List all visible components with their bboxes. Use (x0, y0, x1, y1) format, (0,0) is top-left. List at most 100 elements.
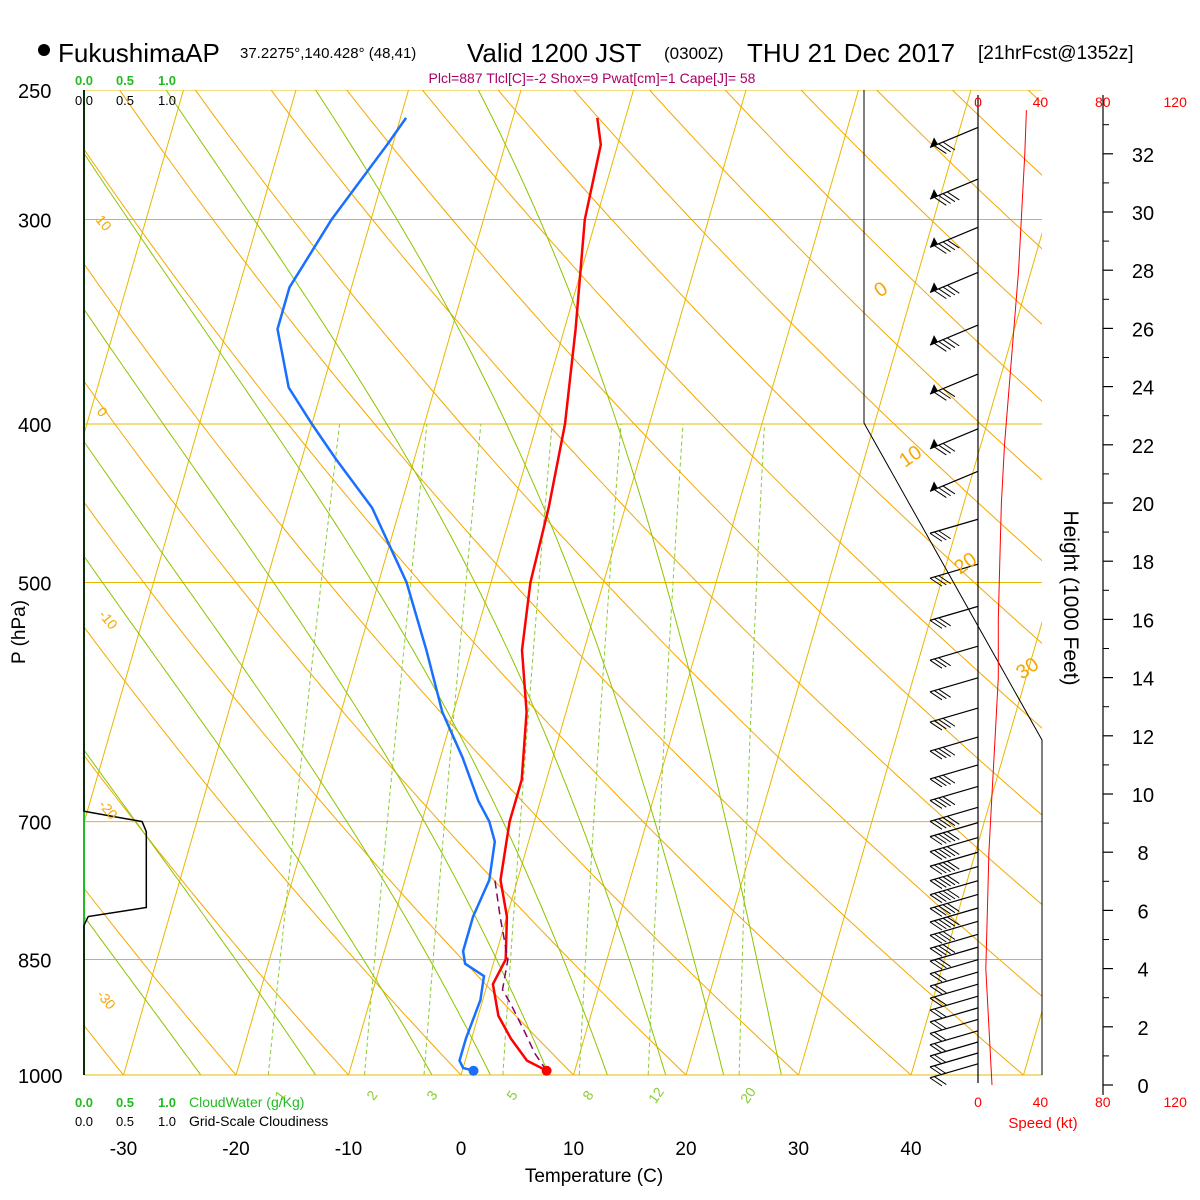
temperature-series-line (491, 117, 603, 1072)
wind-barb-tick (947, 889, 960, 899)
wind-barb-tick (938, 530, 951, 540)
wind-barb-tick (929, 577, 943, 587)
wind-barb-tick (938, 848, 951, 858)
wind-barb-tick (929, 947, 943, 957)
wind-barb-tick (929, 934, 943, 944)
cloudiness-bottom-scale-label: 1.0 (158, 1114, 176, 1129)
wind-barb (929, 645, 979, 669)
mixing-ratio-line (363, 423, 428, 1075)
wind-barb (929, 837, 979, 861)
dry-adiabat-line (84, 626, 462, 1075)
wind-barb-staff (929, 866, 979, 882)
dry-adiabat-line (118, 90, 1025, 1075)
wind-barb-staff (929, 605, 979, 621)
wind-barb-staff (929, 806, 979, 822)
wind-barb-tick (942, 141, 956, 151)
cloudwater-top-scale-label: 1.0 (158, 73, 176, 88)
temperature-tick-label: -30 (110, 1139, 137, 1160)
dry-adiabat-line (573, 90, 1042, 562)
wind-barb-tick (934, 196, 947, 206)
wind-barb-staff (929, 1018, 979, 1035)
speed-axis-title: Speed (kt) (1008, 1115, 1077, 1132)
moist-adiabat-line (477, 90, 782, 1075)
wind-barb-tick (938, 919, 951, 928)
wind-barb (929, 226, 979, 254)
wind-barb-staff (929, 677, 979, 693)
moist-adiabat-line (84, 308, 550, 1075)
wind-barb (929, 933, 979, 957)
wind-barb-tick (938, 775, 951, 785)
cloudiness-top-scale-label: 0.0 (75, 93, 93, 108)
wind-barb-staff (929, 851, 979, 867)
height-axis: 0246810121416182022242628303200404080801… (974, 94, 1187, 1110)
wind-barb-flag (930, 481, 938, 492)
dry-adiabat-line (84, 262, 800, 1075)
speed-top-tick-label: 120 (1164, 94, 1188, 110)
valid-time: Valid 1200 JST (467, 38, 642, 68)
wind-barb-staff (929, 226, 979, 248)
wind-barb-tick (929, 659, 943, 669)
wind-barb-tick (938, 905, 951, 915)
wind-barb-tick (929, 1033, 943, 1042)
cloudwater-top-scale-label: 0.5 (116, 73, 134, 88)
isotherm-line (348, 90, 635, 1075)
wind-barb-tick (942, 241, 956, 251)
wind-barb-tick (938, 617, 951, 627)
temperature-tick-label: 40 (900, 1139, 921, 1160)
dry-adiabat-line (724, 90, 1042, 402)
wind-barb-tick (942, 876, 956, 886)
wind-barb (929, 324, 979, 352)
cloudiness-label: Grid-Scale Cloudiness (189, 1113, 328, 1129)
wind-barb-tick (947, 916, 960, 926)
wind-barb-staff (929, 1030, 979, 1046)
cloudiness-top-scale-label: 1.0 (158, 93, 176, 108)
wind-barb-tick (947, 875, 960, 884)
wind-barb-staff (929, 785, 979, 802)
surface-temperature-point (541, 1065, 552, 1076)
station-name: FukushimaAP (58, 38, 220, 68)
wind-barb-tick (934, 1076, 947, 1086)
wind-barb-tick (934, 658, 947, 668)
wind-barb (929, 983, 979, 1007)
wind-barb-tick (934, 920, 947, 930)
wind-barb-tick (934, 290, 947, 300)
speed-bottom-tick-label: 80 (1095, 1094, 1111, 1110)
wind-barb (929, 907, 979, 931)
pressure-tick-label: 700 (18, 813, 51, 835)
wind-barb-tick (947, 831, 960, 841)
wind-barb-tick (938, 863, 951, 873)
pressure-tick-label: 500 (18, 574, 51, 596)
wind-barb-tick (934, 245, 947, 254)
wind-barb-staff (929, 126, 979, 148)
wind-barb-tick (942, 904, 956, 914)
height-tick-label: 16 (1132, 610, 1154, 632)
wind-barb-tick (938, 891, 951, 901)
speed-bottom-tick-label: 40 (1033, 1094, 1049, 1110)
upper-right-frame (863, 90, 1043, 1075)
wind-barb-tick (929, 960, 943, 970)
wind-barb-tick (929, 973, 943, 983)
wind-barb-tick (929, 532, 943, 542)
moist-adiabat-line (165, 90, 667, 1075)
sounding-series (276, 117, 603, 1076)
wind-barb (929, 605, 979, 629)
height-tick-label: 30 (1132, 203, 1154, 225)
mixing-ratio-line (647, 423, 684, 1075)
wind-barb-tick (947, 903, 960, 912)
cloudwater-label: CloudWater (g/Kg) (189, 1094, 304, 1110)
pressure-tick-label: 1000 (18, 1066, 63, 1088)
moist-adiabat-line (84, 555, 433, 1075)
wind-barb (929, 1018, 979, 1042)
stability-indices: Plcl=887 Tlcl[C]=-2 Shox=9 Pwat[cm]=1 Ca… (429, 70, 756, 86)
wind-barb-tick (934, 946, 947, 956)
wind-barb-tick (929, 908, 943, 917)
wind-barb (929, 764, 979, 788)
wind-barb-staff (929, 933, 979, 949)
wind-barb-tick (934, 849, 947, 859)
pressure-tick-label: 300 (18, 211, 51, 233)
wind-barbs (929, 126, 979, 1087)
isotherm-line (84, 90, 297, 825)
wind-barb-flag (930, 282, 938, 293)
wind-barb-tick (929, 820, 943, 830)
